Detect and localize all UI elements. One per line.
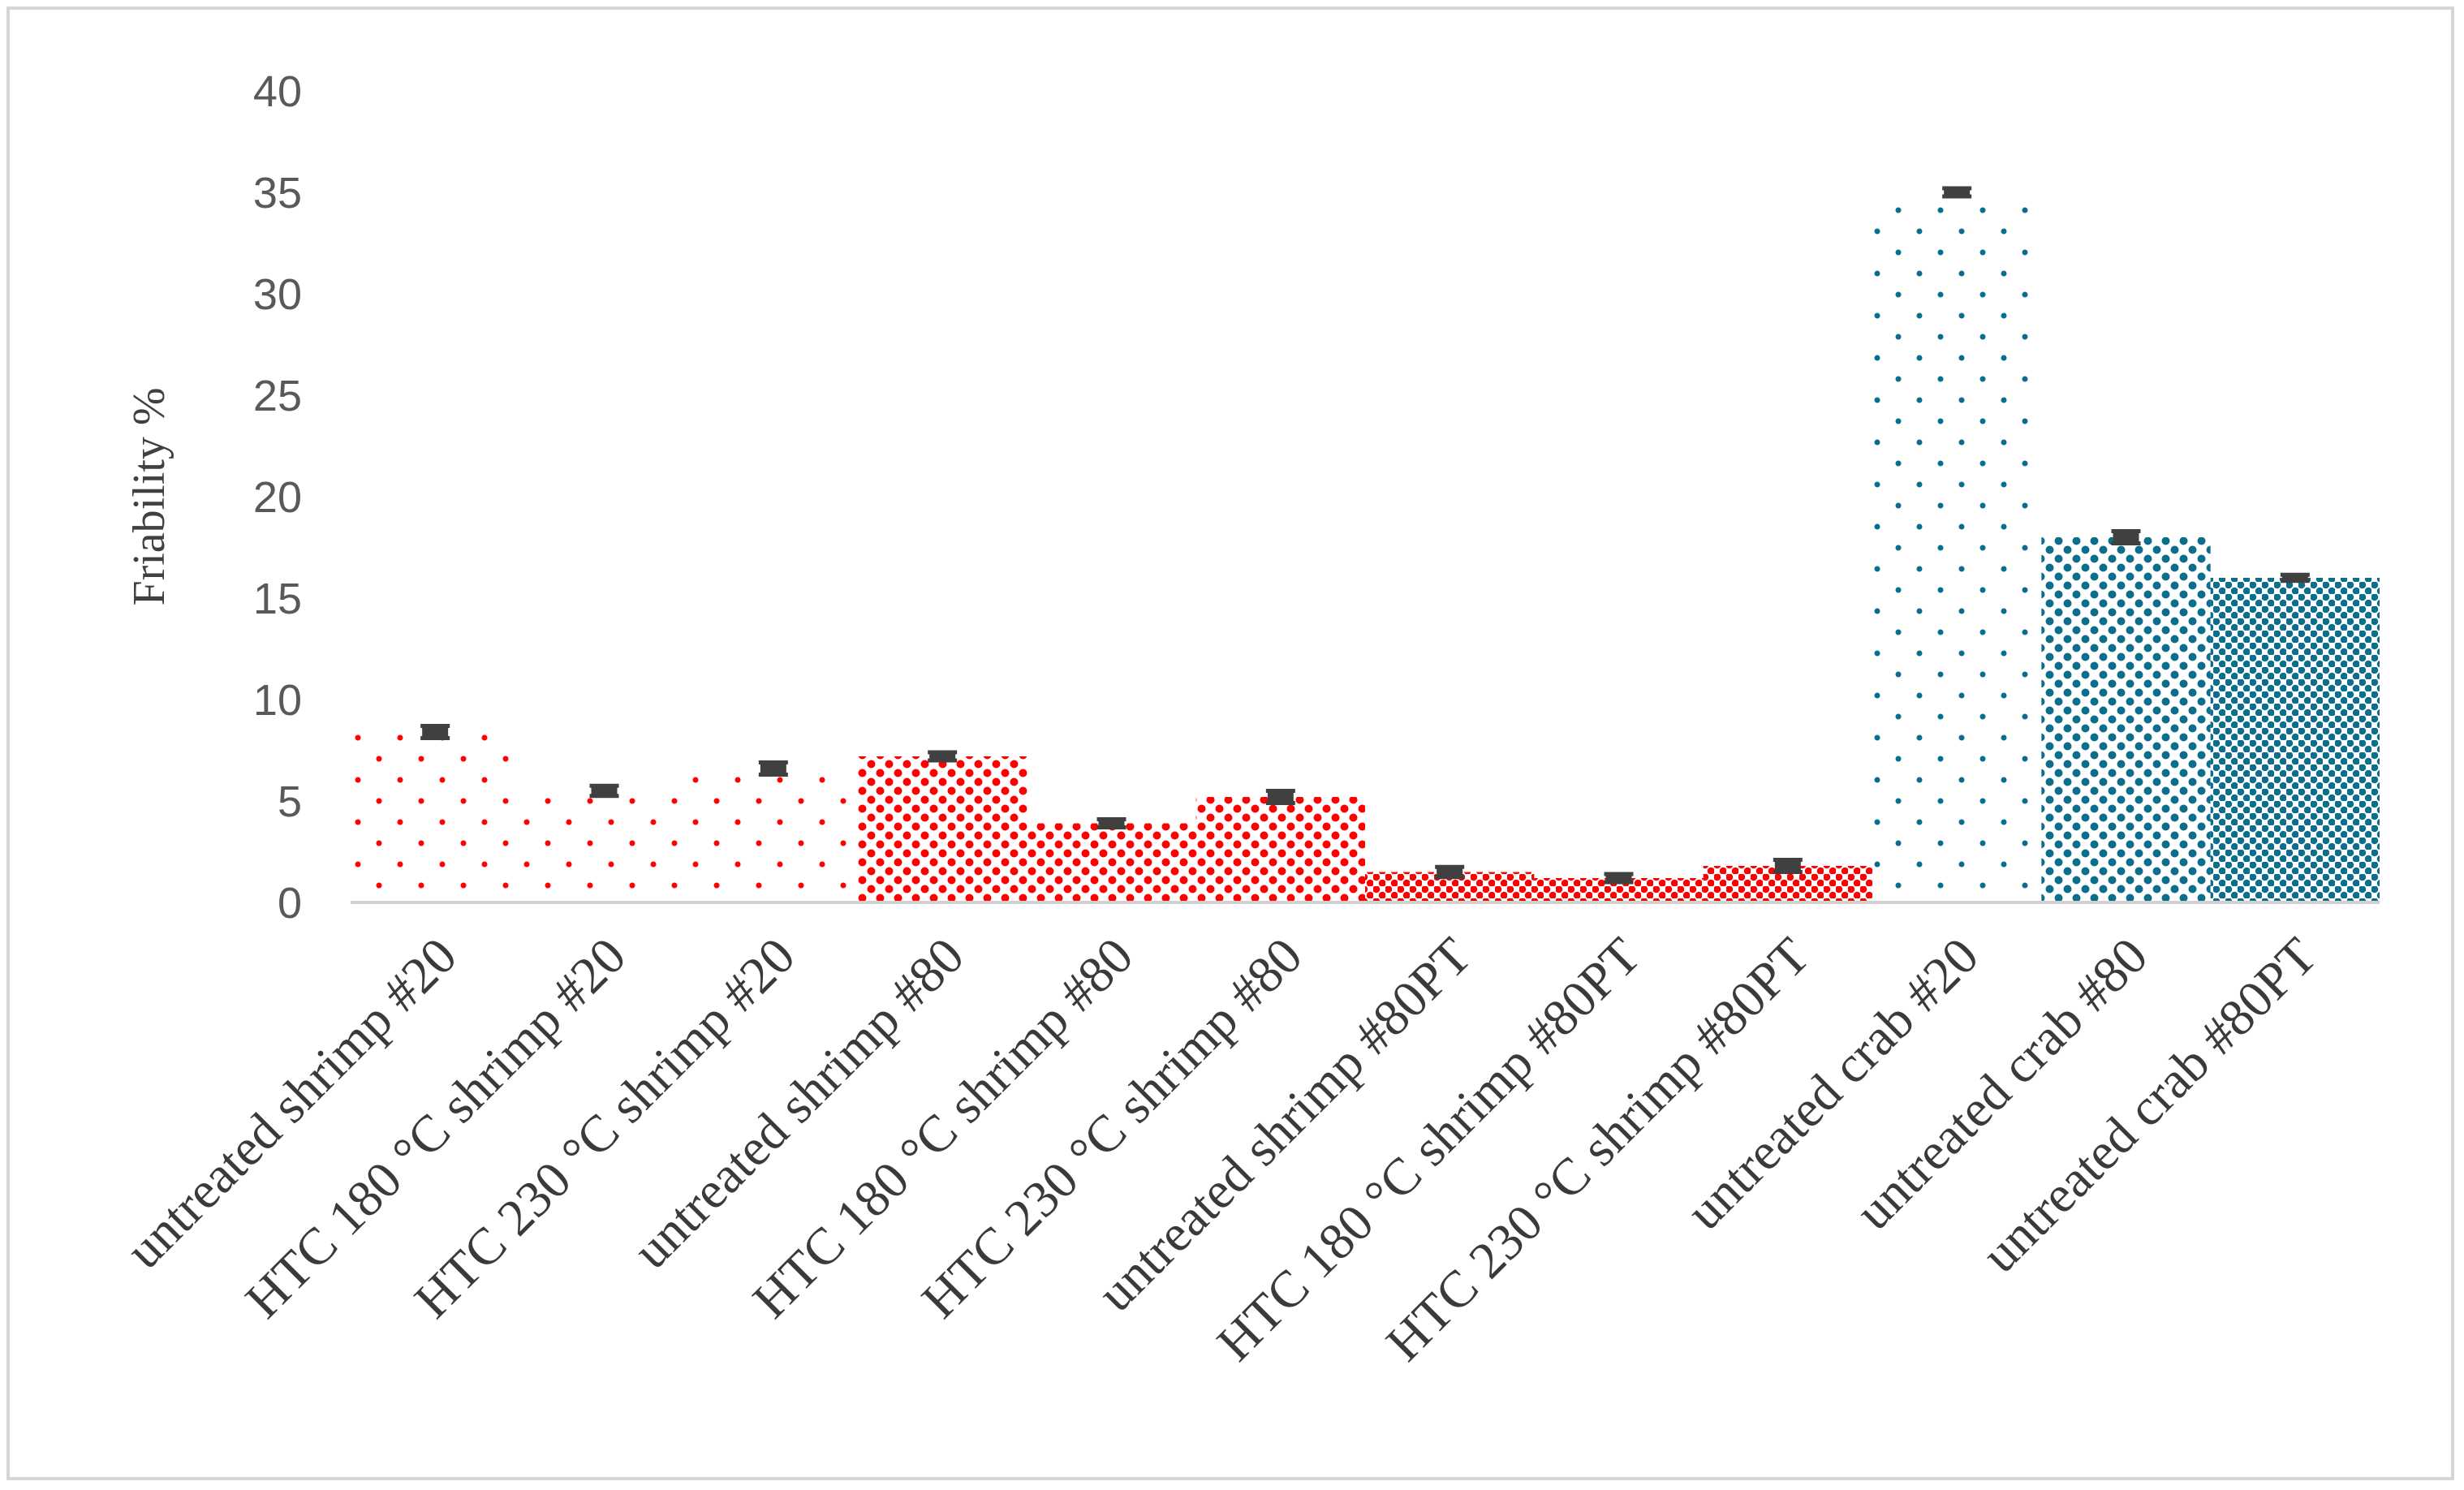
error-bar	[1604, 872, 1634, 885]
bar	[1027, 823, 1196, 902]
error-bar	[1942, 186, 1972, 199]
y-axis-label: Friability %	[124, 387, 174, 605]
error-bar	[589, 783, 619, 799]
bar	[519, 790, 689, 902]
y-tick-label: 40	[253, 67, 302, 116]
y-tick-label: 30	[253, 270, 302, 319]
error-bar	[1773, 858, 1803, 874]
bar-chart: 0 5 10 15 20 25 30 35 40 Friability % untreated …	[114, 67, 2380, 1372]
bar	[2210, 578, 2380, 902]
x-tick-label: untreated crab #20	[1675, 927, 1989, 1241]
x-tick-label: untreated shrimp #20	[114, 927, 467, 1280]
y-tick-label: 10	[253, 676, 302, 725]
y-tick-label: 20	[253, 473, 302, 522]
error-bars	[420, 186, 2310, 885]
error-bar	[758, 760, 788, 777]
y-tick-label: 0	[278, 879, 302, 928]
bar	[2041, 537, 2211, 902]
bars	[351, 192, 2380, 902]
bar	[858, 756, 1027, 902]
bar	[351, 732, 520, 902]
y-tick-label: 5	[278, 777, 302, 826]
error-bar	[1265, 789, 1295, 805]
bar	[1872, 192, 2042, 902]
bar	[1195, 797, 1365, 902]
y-axis-ticks: 0 5 10 15 20 25 30 35 40	[253, 67, 302, 928]
y-tick-label: 15	[253, 575, 302, 623]
y-tick-label: 25	[253, 372, 302, 420]
chart-frame: 0 5 10 15 20 25 30 35 40 Friability % untreated …	[6, 6, 2454, 1480]
x-tick-label: untreated crab #80	[1844, 927, 2158, 1241]
error-bar	[928, 750, 958, 763]
y-tick-label: 35	[253, 169, 302, 217]
error-bar	[1435, 864, 1465, 880]
error-bar	[1096, 817, 1126, 829]
bar	[688, 769, 858, 902]
error-bar	[420, 724, 450, 740]
x-tick-label: untreated shrimp #80	[622, 927, 975, 1280]
error-bar	[2111, 529, 2141, 545]
x-tick-label: untreated crab #80PT	[1971, 927, 2328, 1284]
error-bar	[2280, 572, 2310, 584]
